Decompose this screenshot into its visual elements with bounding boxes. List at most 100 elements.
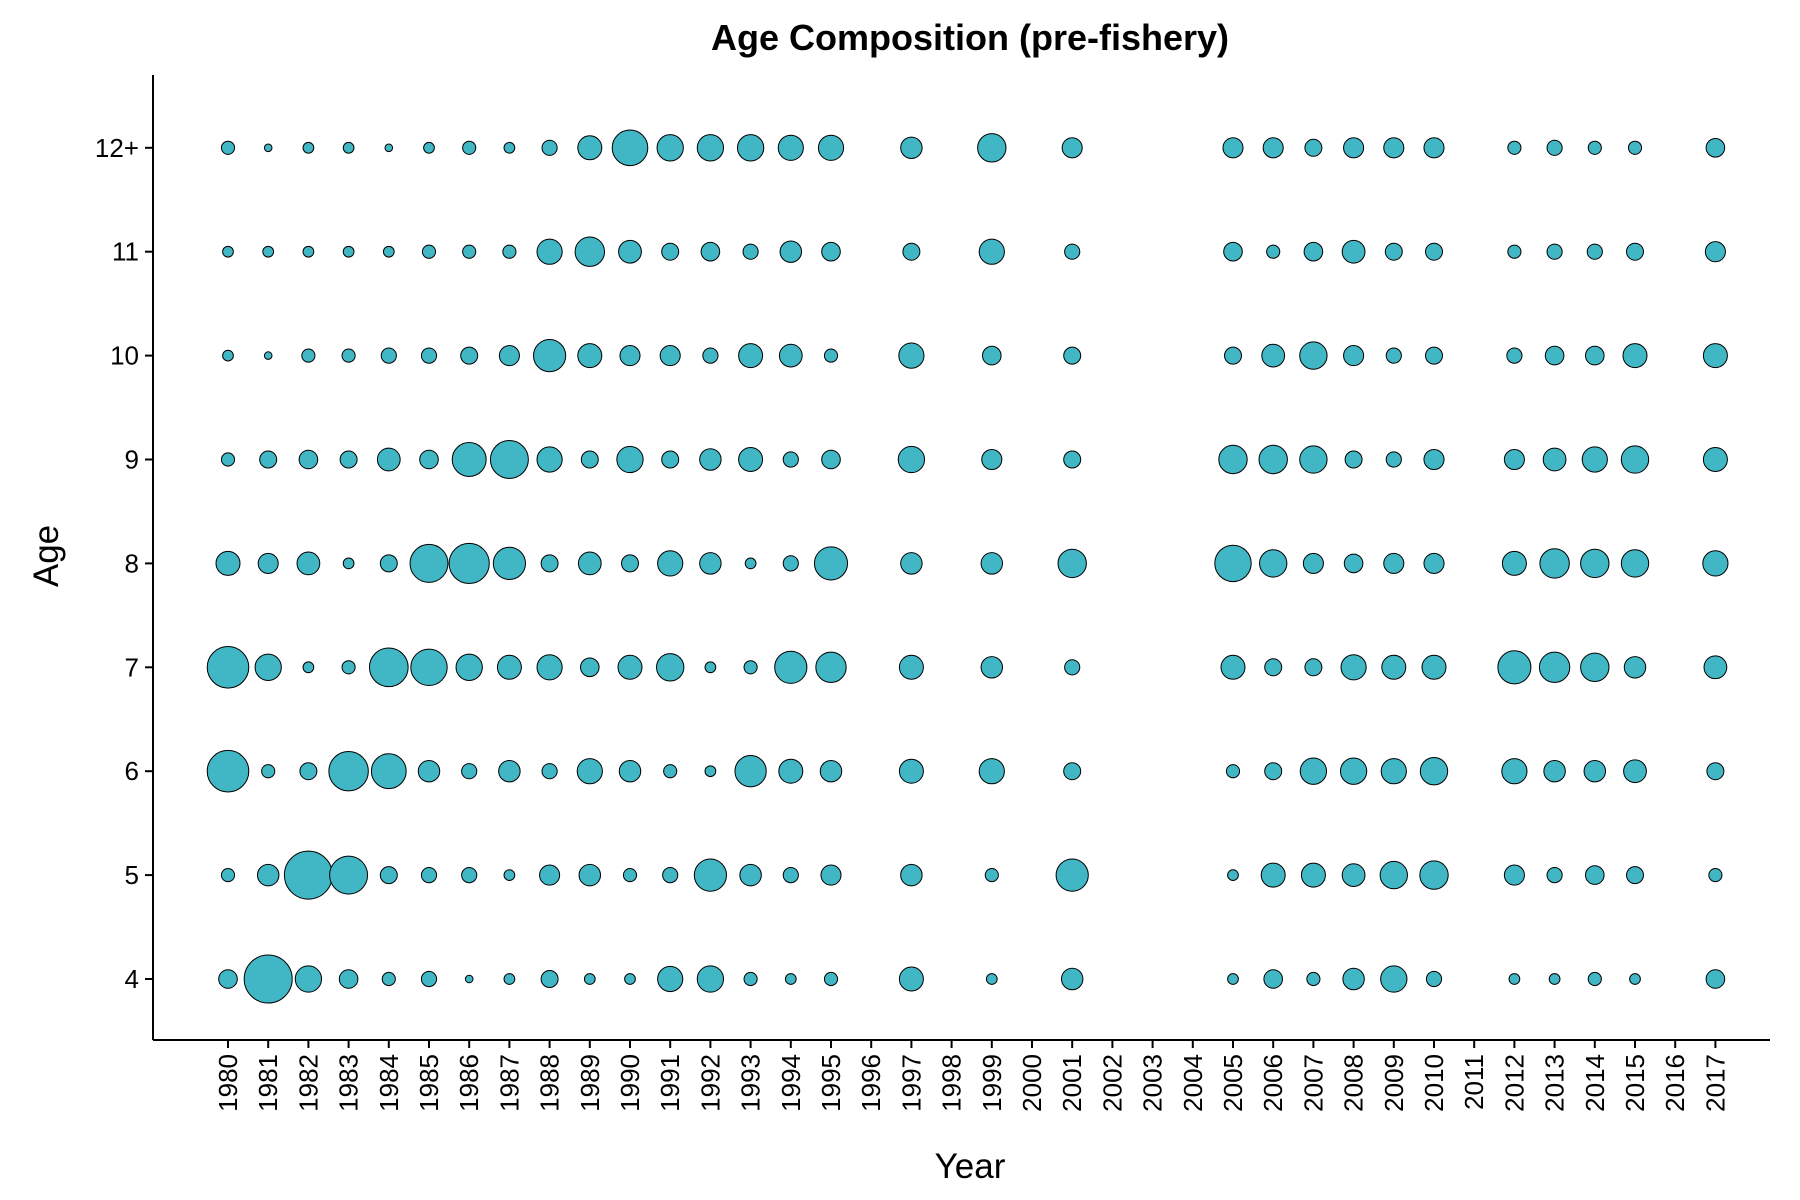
bubble-1987-age-9 — [489, 440, 529, 479]
bubble-2008-age-11 — [1341, 239, 1366, 264]
bubble-2006-age-4 — [1263, 969, 1283, 989]
x-tick-label: 2012 — [1499, 1054, 1529, 1112]
bubble-2017-age-8 — [1702, 550, 1729, 577]
x-tick-label: 2016 — [1660, 1054, 1690, 1112]
bubble-1986-age-6 — [461, 763, 478, 780]
bubble-2001-age-12+ — [1061, 137, 1083, 159]
x-tick-label: 1996 — [856, 1054, 886, 1112]
bubble-1995-age-5 — [820, 864, 842, 886]
bubble-1984-age-8 — [379, 554, 398, 573]
bubble-1982-age-12+ — [302, 141, 315, 154]
bubble-1997-age-12+ — [900, 136, 923, 160]
bubble-1990-age-11 — [618, 239, 642, 264]
bubble-2013-age-12+ — [1546, 139, 1563, 156]
bubble-1991-age-6 — [663, 764, 678, 779]
bubble-2012-age-12+ — [1507, 140, 1522, 155]
bubble-2009-age-11 — [1384, 242, 1403, 261]
bubble-2012-age-4 — [1508, 973, 1521, 985]
bubble-2008-age-12+ — [1343, 137, 1365, 159]
bubble-1988-age-7 — [536, 654, 563, 681]
y-tick-label: 9 — [125, 445, 139, 475]
bubble-2012-age-11 — [1507, 244, 1522, 259]
bubble-1990-age-7 — [617, 654, 643, 680]
bubble-2007-age-6 — [1299, 757, 1328, 785]
bubble-1993-age-9 — [738, 447, 764, 472]
x-tick-label: 2000 — [1017, 1054, 1047, 1112]
x-tick-label: 1991 — [655, 1054, 685, 1112]
bubble-1983-age-7 — [341, 660, 356, 675]
bubble-2014-age-11 — [1586, 243, 1603, 260]
bubble-2001-age-7 — [1064, 659, 1081, 676]
x-tick-label: 2017 — [1700, 1054, 1730, 1112]
bubble-2014-age-12+ — [1587, 140, 1602, 155]
bubble-1987-age-5 — [503, 869, 516, 881]
bubble-1980-age-7 — [206, 646, 250, 689]
bubble-1981-age-8 — [257, 552, 279, 574]
bubble-1980-age-11 — [222, 245, 234, 258]
bubble-2010-age-4 — [1425, 970, 1443, 988]
bubble-2010-age-10 — [1425, 346, 1443, 365]
bubble-2017-age-4 — [1705, 969, 1726, 989]
bubble-2015-age-6 — [1623, 759, 1647, 784]
bubble-1984-age-9 — [376, 447, 401, 472]
bubble-1986-age-8 — [448, 542, 490, 584]
bubble-1993-age-5 — [739, 863, 762, 887]
bubble-1982-age-6 — [299, 762, 318, 781]
bubble-2009-age-4 — [1380, 965, 1408, 993]
x-tick-label: 1980 — [213, 1054, 243, 1112]
bubble-1991-age-5 — [662, 867, 679, 884]
bubble-1995-age-9 — [821, 449, 841, 470]
bubble-1991-age-9 — [661, 450, 680, 469]
bubble-1984-age-7 — [368, 647, 409, 688]
x-tick-label: 1982 — [293, 1054, 323, 1112]
bubble-2008-age-9 — [1344, 450, 1363, 469]
x-tick-label: 2002 — [1097, 1054, 1127, 1112]
bubble-1999-age-12+ — [977, 133, 1007, 163]
bubble-2007-age-10 — [1299, 341, 1328, 370]
bubble-2005-age-9 — [1218, 444, 1248, 475]
bubble-1983-age-11 — [342, 245, 355, 258]
bubble-2005-age-4 — [1227, 973, 1239, 985]
bubble-2010-age-7 — [1421, 654, 1447, 680]
y-tick-label: 7 — [125, 652, 139, 682]
bubble-2017-age-6 — [1706, 762, 1725, 781]
bubble-2008-age-10 — [1343, 345, 1365, 367]
bubble-1988-age-4 — [540, 970, 559, 988]
bubble-2015-age-12+ — [1627, 140, 1643, 155]
bubble-2006-age-11 — [1266, 244, 1281, 259]
bubble-1981-age-4 — [243, 954, 293, 1004]
bubble-1992-age-8 — [699, 552, 722, 575]
bubble-1986-age-4 — [464, 974, 474, 984]
bubble-2006-age-6 — [1264, 762, 1283, 781]
bubble-1994-age-7 — [774, 650, 808, 684]
bubble-1982-age-7 — [302, 661, 315, 674]
bubble-1997-age-9 — [897, 445, 926, 474]
bubble-2014-age-10 — [1585, 345, 1605, 366]
bubble-2007-age-4 — [1306, 971, 1321, 987]
x-tick-label: 2015 — [1620, 1054, 1650, 1112]
bubble-1987-age-4 — [503, 973, 516, 985]
bubble-1994-age-12+ — [777, 134, 804, 161]
bubble-1980-age-6 — [206, 749, 250, 793]
bubble-1999-age-6 — [978, 758, 1005, 785]
bubble-1992-age-4 — [696, 965, 725, 993]
bubble-1995-age-7 — [815, 651, 847, 683]
bubble-2005-age-12+ — [1222, 137, 1244, 159]
x-tick-label: 2014 — [1580, 1054, 1610, 1112]
bubble-2005-age-10 — [1224, 346, 1242, 365]
bubble-2015-age-7 — [1623, 656, 1647, 679]
bubble-1980-age-9 — [220, 452, 236, 467]
bubble-2001-age-8 — [1057, 548, 1087, 579]
bubble-1990-age-8 — [621, 554, 639, 573]
bubble-2010-age-5 — [1419, 860, 1449, 890]
bubble-1984-age-4 — [381, 971, 396, 987]
x-tick-label: 2003 — [1138, 1054, 1168, 1112]
bubble-2006-age-8 — [1259, 549, 1288, 578]
bubble-2013-age-9 — [1542, 447, 1567, 472]
bubble-series — [206, 129, 1729, 1004]
bubble-2008-age-6 — [1339, 757, 1368, 785]
x-tick-label: 2005 — [1218, 1054, 1248, 1112]
bubble-1985-age-10 — [420, 347, 438, 364]
bubble-2012-age-8 — [1501, 550, 1527, 576]
bubble-1981-age-12+ — [263, 143, 273, 153]
